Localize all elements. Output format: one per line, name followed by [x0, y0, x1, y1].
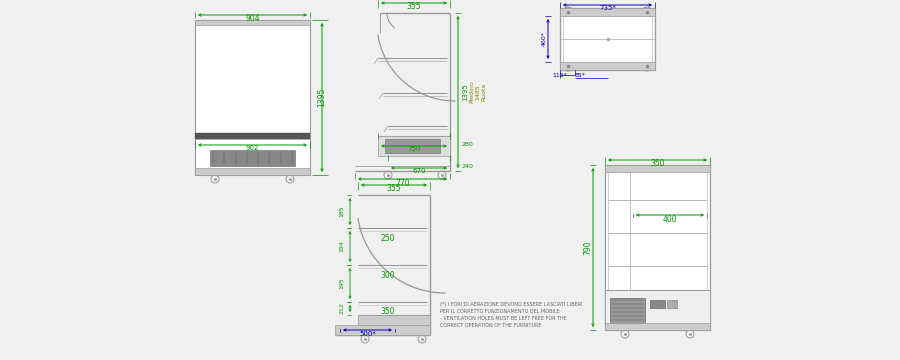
Text: 460*: 460* — [542, 32, 546, 46]
Text: 400: 400 — [662, 215, 678, 224]
Text: (*) I FORI DI AERAZIONE DEVONO ESSERE LASCIATI LIBERI
PER IL CORRETTO FUNZIONAME: (*) I FORI DI AERAZIONE DEVONO ESSERE LA… — [440, 302, 582, 328]
Bar — [605, 290, 710, 330]
Text: 670: 670 — [412, 168, 426, 174]
Text: 355: 355 — [407, 1, 421, 10]
Text: 350: 350 — [380, 307, 395, 316]
Text: 350: 350 — [650, 158, 665, 167]
Bar — [608, 172, 707, 302]
Bar — [667, 300, 677, 308]
Text: 280: 280 — [461, 141, 472, 147]
Text: 195: 195 — [339, 278, 345, 289]
Bar — [605, 323, 710, 330]
Bar — [605, 165, 710, 330]
Text: 500*: 500* — [359, 331, 376, 337]
Text: 904: 904 — [245, 14, 260, 23]
Bar — [335, 325, 430, 335]
Bar — [378, 136, 450, 156]
Bar — [210, 150, 295, 166]
Text: 115*: 115* — [552, 73, 567, 78]
Bar — [560, 62, 655, 70]
Bar — [650, 300, 665, 308]
Text: 1485: 1485 — [475, 84, 480, 100]
Text: 250: 250 — [380, 234, 395, 243]
Text: Ruota: Ruota — [481, 83, 486, 101]
Text: 902: 902 — [246, 145, 259, 151]
Text: 185: 185 — [339, 206, 345, 217]
Text: 770: 770 — [395, 179, 410, 188]
Bar — [358, 315, 430, 327]
Text: 85*: 85* — [574, 73, 585, 78]
Text: Piedino: Piedino — [469, 81, 474, 103]
Text: 355: 355 — [387, 184, 401, 193]
Text: 300: 300 — [380, 270, 395, 279]
Text: 790: 790 — [583, 240, 592, 255]
Bar — [195, 20, 310, 25]
Bar — [195, 133, 310, 139]
Bar — [563, 11, 652, 67]
Bar — [385, 139, 440, 153]
Text: 212: 212 — [339, 302, 345, 314]
Bar — [560, 8, 655, 16]
Text: 750: 750 — [408, 146, 420, 152]
Text: 240: 240 — [461, 163, 472, 168]
Text: 1395: 1395 — [318, 88, 327, 107]
Text: 194: 194 — [339, 240, 345, 252]
Text: 1395: 1395 — [462, 83, 468, 101]
Bar — [195, 20, 310, 175]
Bar — [610, 298, 645, 323]
Bar — [560, 8, 655, 70]
Bar — [195, 168, 310, 175]
Bar — [605, 165, 710, 172]
Text: 735*: 735* — [599, 5, 616, 11]
